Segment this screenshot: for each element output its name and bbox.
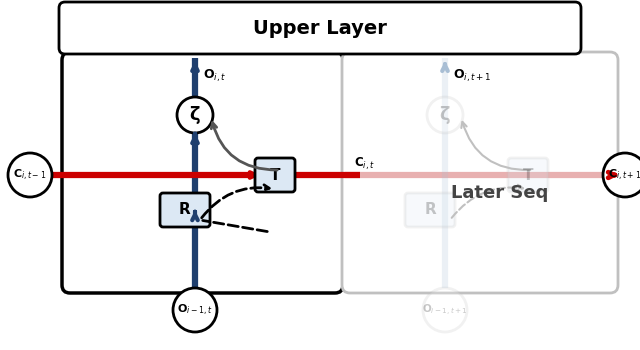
Text: Upper Layer: Upper Layer bbox=[253, 19, 387, 37]
Text: O$_{i,t+1}$: O$_{i,t+1}$ bbox=[453, 68, 492, 84]
Circle shape bbox=[8, 153, 52, 197]
Text: C$_{i,t}$: C$_{i,t}$ bbox=[354, 156, 375, 172]
Text: ζ: ζ bbox=[189, 106, 200, 124]
Text: Later Seq: Later Seq bbox=[451, 183, 548, 202]
FancyBboxPatch shape bbox=[508, 158, 548, 192]
Text: O$_{i-1,t}$: O$_{i-1,t}$ bbox=[177, 302, 212, 317]
FancyBboxPatch shape bbox=[160, 193, 210, 227]
Circle shape bbox=[603, 153, 640, 197]
Text: C$_{i,t-1}$: C$_{i,t-1}$ bbox=[13, 167, 47, 183]
FancyBboxPatch shape bbox=[342, 52, 618, 293]
Text: ζ: ζ bbox=[440, 106, 451, 124]
Text: T: T bbox=[523, 168, 533, 182]
Text: O$_{i-1,t+1}$: O$_{i-1,t+1}$ bbox=[422, 302, 468, 317]
Circle shape bbox=[423, 288, 467, 332]
FancyBboxPatch shape bbox=[59, 2, 581, 54]
Text: R: R bbox=[424, 203, 436, 217]
Text: C$_{i,t+1}$: C$_{i,t+1}$ bbox=[609, 167, 640, 183]
FancyBboxPatch shape bbox=[255, 158, 295, 192]
FancyBboxPatch shape bbox=[62, 52, 343, 293]
Circle shape bbox=[173, 288, 217, 332]
FancyBboxPatch shape bbox=[405, 193, 455, 227]
Text: O$_{i,t}$: O$_{i,t}$ bbox=[203, 68, 227, 84]
Text: R: R bbox=[179, 203, 191, 217]
Text: T: T bbox=[269, 168, 280, 182]
Circle shape bbox=[177, 97, 213, 133]
Circle shape bbox=[427, 97, 463, 133]
